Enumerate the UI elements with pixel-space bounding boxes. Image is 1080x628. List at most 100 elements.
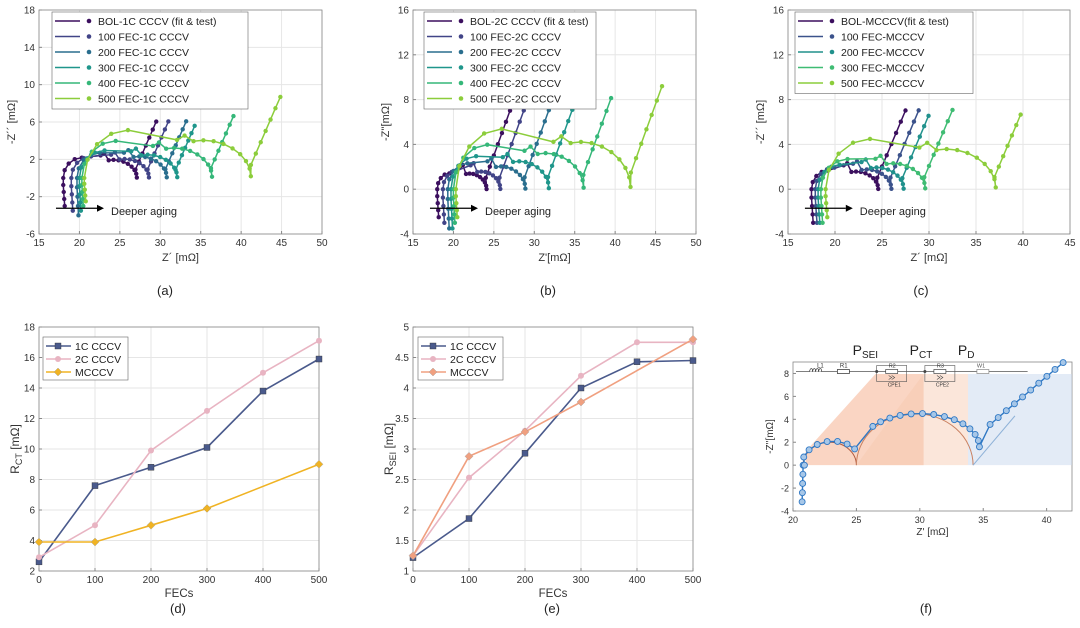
x-tick-label: 35: [195, 238, 207, 249]
y-tick-label: 14: [24, 43, 36, 54]
data-point: [941, 413, 948, 421]
x-tick-label: 40: [1017, 238, 1029, 249]
legend-label: 1C CCCV: [450, 341, 496, 353]
legend-box: [794, 11, 974, 94]
circuit-label: R3: [937, 364, 944, 370]
data-point: [604, 108, 609, 114]
y-tick-label: 10: [24, 445, 36, 456]
data-point: [125, 127, 131, 133]
circuit-label: R2: [889, 364, 896, 370]
x-tick-label: 30: [923, 238, 935, 249]
region-diffusion: [968, 374, 1072, 466]
data-point: [192, 123, 197, 129]
data-point: [875, 182, 880, 188]
legend-label: 300 FEC-MCCCV: [841, 63, 924, 75]
y-tick-label: 8: [784, 369, 789, 379]
data-point: [936, 141, 941, 146]
data-point: [867, 173, 872, 178]
legend-marker: [829, 65, 835, 70]
x-tick-label: 400: [255, 575, 272, 586]
caption-b: (b): [540, 283, 556, 298]
data-point: [497, 175, 502, 180]
data-point: [585, 159, 591, 165]
data-point: [809, 187, 814, 192]
data-point: [440, 195, 446, 200]
data-point: [473, 153, 479, 159]
data-point: [247, 166, 252, 171]
legend-label: 400 FEC-1C CCCV: [98, 78, 189, 90]
data-point: [450, 226, 455, 231]
data-point: [163, 167, 168, 172]
data-point: [539, 169, 545, 174]
data-point: [992, 174, 997, 180]
x-tick-label: 30: [155, 238, 167, 249]
circuit-label: CPE1: [888, 383, 901, 389]
data-point: [868, 165, 874, 171]
data-point: [863, 171, 868, 176]
data-point: [111, 157, 116, 163]
legend-marker: [829, 34, 835, 39]
data-marker: [466, 474, 472, 481]
label-p-sei: PSEI: [853, 342, 878, 361]
data-point: [649, 112, 654, 118]
cpe-symbol: [888, 375, 896, 380]
data-point: [901, 186, 906, 191]
data-point: [945, 118, 950, 124]
chart-panel-f: 20 25 30 35 40 -4 -2 0 2 4 6 8 PSEI PCT PD L1 R1 R2 CPE1 R3…: [765, 342, 1073, 538]
legend-label: 500 FEC-MCCCV: [841, 78, 924, 90]
y-axis-label: -Z''[mΩ]: [765, 419, 776, 454]
caption-c: (c): [913, 283, 929, 298]
data-point: [441, 203, 446, 209]
data-point: [187, 148, 193, 154]
data-point: [441, 212, 447, 217]
data-point: [617, 157, 622, 162]
data-point: [504, 164, 509, 170]
aging-arrow-head: [471, 204, 479, 212]
data-marker: [465, 515, 473, 522]
y-tick-label: 0: [778, 185, 784, 196]
data-point: [195, 152, 200, 157]
series-line: [412, 341, 693, 557]
x-tick-label: 100: [87, 575, 104, 586]
y-tick-label: 12: [24, 414, 36, 425]
x-tick-label: 45: [276, 238, 288, 249]
data-point: [907, 410, 915, 418]
data-point: [145, 167, 150, 172]
data-point: [897, 161, 903, 167]
data-point: [216, 148, 221, 153]
data-marker: [688, 334, 698, 344]
inductor-symbol: [809, 368, 822, 372]
data-point: [484, 186, 489, 192]
data-point: [153, 158, 159, 164]
data-point: [1059, 359, 1067, 367]
data-point: [810, 220, 816, 225]
data-point: [243, 158, 249, 164]
legend-marker: [458, 65, 464, 70]
data-point: [481, 131, 487, 136]
data-marker: [148, 447, 154, 454]
data-point: [820, 175, 826, 180]
data-point: [873, 179, 879, 184]
data-point: [823, 438, 831, 446]
data-marker: [428, 367, 438, 377]
data-point: [69, 192, 75, 197]
x-tick-label: 15: [33, 238, 45, 249]
data-point: [623, 165, 628, 171]
data-point: [934, 147, 939, 153]
data-point: [248, 162, 254, 168]
data-point: [438, 175, 443, 181]
data-point: [498, 164, 504, 169]
legend-label: 200 FEC-1C CCCV: [98, 47, 189, 59]
x-tick-label: 45: [650, 238, 662, 249]
data-point: [471, 171, 476, 177]
data-point: [176, 160, 181, 165]
data-point: [944, 146, 949, 152]
data-point: [166, 119, 171, 124]
y-tick-label: 12: [773, 50, 785, 61]
data-point: [455, 215, 460, 220]
legend-label: 100 FEC-2C CCCV: [470, 32, 561, 44]
series-line: [38, 340, 320, 558]
data-point: [442, 220, 447, 225]
x-tick-label: 15: [407, 238, 419, 249]
data-point: [268, 117, 273, 122]
